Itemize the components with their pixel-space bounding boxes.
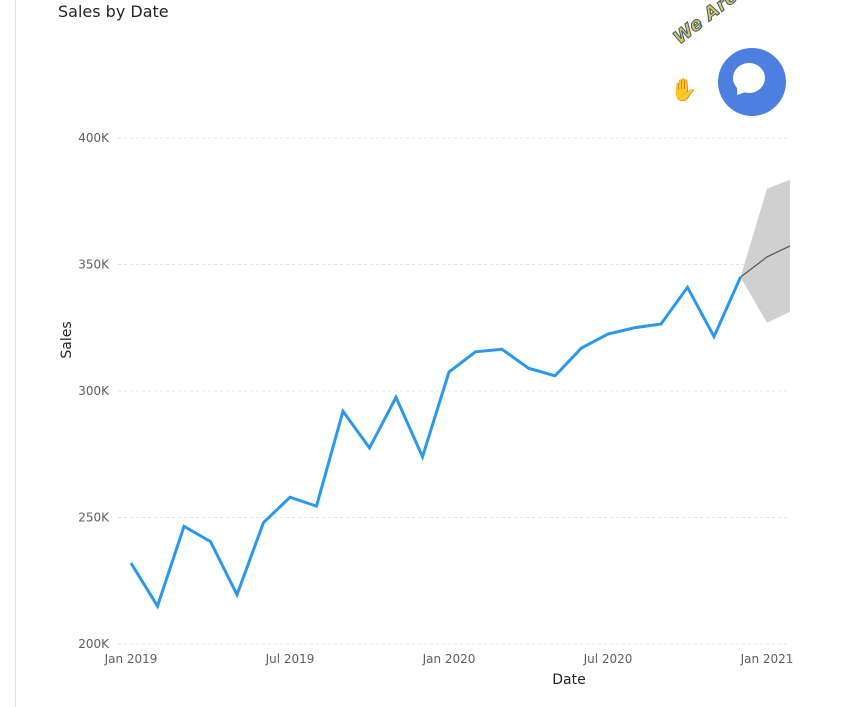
chat-bubble-icon: [733, 63, 765, 93]
data-point: [660, 322, 663, 325]
data-point: [607, 333, 610, 336]
data-point: [448, 371, 451, 374]
forecast-line: [740, 245, 790, 278]
x-tick-label: Jan 2020: [422, 652, 476, 666]
data-point: [183, 525, 186, 528]
data-point: [739, 276, 742, 279]
data-point: [289, 496, 292, 499]
y-axis-ticks: 200K 250K 300K 350K 400K: [78, 131, 110, 651]
x-tick-label: Jul 2019: [265, 652, 315, 666]
data-point: [527, 367, 530, 370]
data-point: [315, 505, 318, 508]
data-point: [421, 455, 424, 458]
y-tick-label: 250K: [78, 511, 110, 525]
y-tick-label: 300K: [78, 384, 110, 398]
y-tick-label: 200K: [78, 637, 110, 651]
data-point: [209, 540, 212, 543]
data-point: [686, 286, 689, 289]
forecast-group: [740, 179, 790, 323]
data-point: [554, 374, 557, 377]
data-point: [156, 605, 159, 608]
data-point: [501, 348, 504, 351]
y-axis-label: Sales: [59, 321, 75, 358]
data-point: [342, 410, 345, 413]
data-point: [130, 562, 133, 565]
data-point: [580, 346, 583, 349]
y-tick-label: 350K: [78, 258, 110, 272]
data-point: [395, 396, 398, 399]
data-point: [368, 446, 371, 449]
data-point: [474, 350, 477, 353]
sales-line: [129, 276, 742, 610]
gridlines: [118, 137, 790, 645]
data-point: [713, 335, 716, 338]
x-tick-label: Jan 2021: [740, 652, 794, 666]
series-group: [129, 276, 742, 610]
x-axis-label: Date: [552, 672, 585, 688]
x-tick-label: Jan 2019: [104, 652, 158, 666]
chart-title: Sales by Date: [58, 2, 169, 21]
x-axis-ticks: Jan 2019 Jul 2019 Jan 2020 Jul 2020 Jan 2021: [104, 652, 794, 666]
data-point: [262, 521, 265, 524]
data-point: [633, 326, 636, 329]
x-tick-label: Jul 2020: [583, 652, 633, 666]
data-point: [236, 593, 239, 596]
forecast-confidence-band: [740, 179, 790, 323]
visual-border: [15, 0, 16, 707]
waving-hand-icon: ✋: [670, 78, 698, 103]
y-tick-label: 400K: [78, 131, 110, 145]
